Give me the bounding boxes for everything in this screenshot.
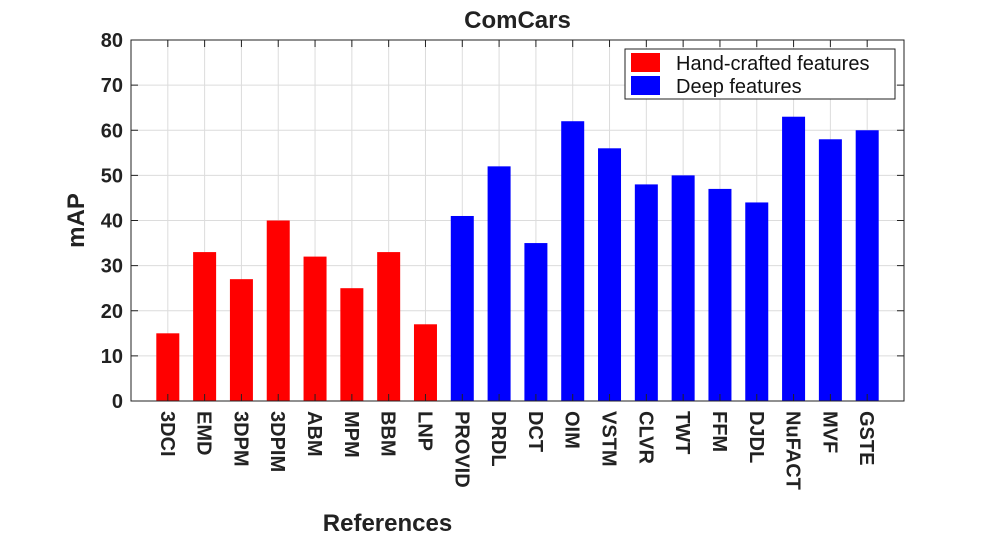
y-tick-label: 10 xyxy=(101,346,123,368)
x-tick-label: DJDL xyxy=(745,411,767,463)
y-axis-ticks: 0 10 20 30 40 50 60 70 80 xyxy=(101,30,904,413)
bar-lnp xyxy=(413,324,437,401)
x-tick-label: ABM xyxy=(303,411,325,457)
y-tick-label: 30 xyxy=(101,256,123,278)
x-tick-label: MPM xyxy=(340,411,362,458)
x-tick-label: OIM xyxy=(561,411,583,449)
legend-label-hand-crafted: Hand-crafted features xyxy=(676,53,869,75)
x-tick-label: TWT xyxy=(671,411,693,454)
y-tick-label: 40 xyxy=(101,211,123,233)
bar-mpm xyxy=(340,288,364,401)
bar-vstm xyxy=(598,148,622,401)
bar-abm xyxy=(303,256,327,401)
bar-bbm xyxy=(377,252,401,401)
x-tick-label: EMD xyxy=(193,411,215,455)
x-tick-label: LNP xyxy=(413,411,435,451)
y-tick-label: 0 xyxy=(112,391,123,413)
y-tick-label: 20 xyxy=(101,301,123,323)
x-tick-label: MVF xyxy=(818,411,840,453)
bar-nufact xyxy=(782,116,806,402)
x-tick-label: DRDL xyxy=(487,411,509,467)
bar-djdl xyxy=(745,202,769,401)
bar-3dpm xyxy=(229,279,253,401)
x-axis-label: References xyxy=(323,510,452,537)
bar-provid xyxy=(450,215,474,401)
x-tick-label: VSTM xyxy=(598,411,620,467)
bar-3dci xyxy=(156,333,180,401)
y-tick-label: 70 xyxy=(101,75,123,97)
y-tick-label: 60 xyxy=(101,120,123,142)
x-tick-label: CLVR xyxy=(634,411,656,465)
bar-3dpim xyxy=(266,220,290,401)
x-tick-label: PROVID xyxy=(450,411,472,488)
legend-label-deep: Deep features xyxy=(676,76,802,98)
bar-gste xyxy=(855,130,879,401)
x-axis-ticks: 3DCI EMD 3DPM 3DPIM ABM MPM BBM LNP PROVID DRDL DC… xyxy=(156,40,877,490)
bars xyxy=(156,116,879,402)
bar-ffm xyxy=(708,188,732,401)
bar-dct xyxy=(524,243,548,401)
x-tick-label: 3DPIM xyxy=(266,411,288,472)
legend: Hand-crafted features Deep features xyxy=(624,48,896,100)
x-tick-label: DCT xyxy=(524,411,546,452)
x-tick-label: 3DPM xyxy=(229,411,251,467)
bar-clvr xyxy=(634,184,658,401)
bar-oim xyxy=(561,121,585,401)
x-tick-label: GSTE xyxy=(855,411,877,465)
chart-title: ComCars xyxy=(464,7,571,34)
bar-drdl xyxy=(487,166,511,401)
x-tick-label: NuFACT xyxy=(782,411,804,490)
x-tick-label: 3DCI xyxy=(156,411,178,457)
y-tick-label: 50 xyxy=(101,165,123,187)
y-axis-label: mAP xyxy=(63,193,90,248)
y-tick-label: 80 xyxy=(101,30,123,52)
legend-box xyxy=(624,48,896,100)
x-tick-label: FFM xyxy=(708,411,730,452)
bar-mvf xyxy=(818,139,842,401)
x-tick-label: BBM xyxy=(377,411,399,457)
bar-emd xyxy=(193,252,217,401)
bar-twt xyxy=(671,175,695,401)
legend-swatch-deep xyxy=(631,76,660,95)
legend-swatch-hand-crafted xyxy=(631,53,660,72)
